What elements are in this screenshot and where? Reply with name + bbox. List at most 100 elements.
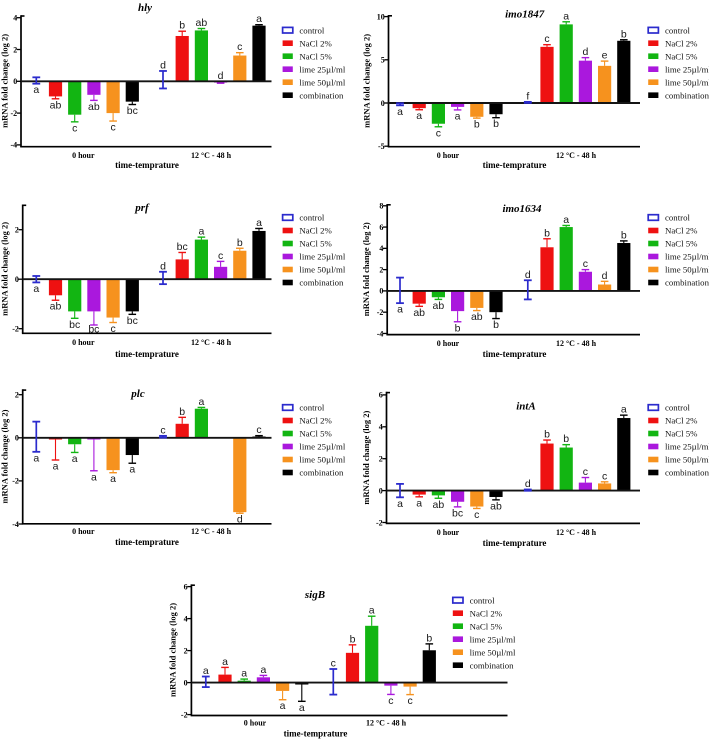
svg-text:c: c	[110, 122, 115, 134]
svg-text:a: a	[241, 668, 247, 680]
svg-text:0: 0	[15, 275, 19, 284]
svg-text:d: d	[602, 270, 608, 282]
svg-text:a: a	[621, 404, 627, 416]
svg-text:lime 25µl/ml: lime 25µl/ml	[470, 634, 516, 644]
svg-text:12 °C - 48 h: 12 °C - 48 h	[191, 151, 232, 160]
svg-text:2: 2	[184, 646, 188, 655]
svg-text:c: c	[218, 250, 223, 262]
svg-text:ab: ab	[433, 300, 445, 312]
svg-text:bc: bc	[88, 323, 99, 335]
svg-text:a: a	[280, 700, 286, 712]
svg-text:0: 0	[184, 678, 188, 687]
svg-text:b: b	[237, 237, 243, 249]
svg-text:a: a	[91, 471, 97, 483]
svg-text:a: a	[397, 106, 403, 118]
svg-text:0: 0	[379, 287, 383, 296]
svg-text:plc: plc	[130, 388, 145, 400]
svg-text:a: a	[110, 473, 116, 485]
svg-text:0 hour: 0 hour	[72, 527, 95, 536]
svg-text:c: c	[602, 470, 607, 482]
svg-text:-4: -4	[12, 520, 19, 529]
svg-text:lime 25µl/ml: lime 25µl/ml	[665, 64, 709, 74]
svg-text:ab: ab	[433, 499, 445, 511]
svg-text:control: control	[299, 213, 324, 223]
svg-text:mRNA fold change (log 2): mRNA fold change (log 2)	[0, 222, 10, 316]
svg-text:12 °C - 48 h: 12 °C - 48 h	[556, 528, 597, 537]
svg-text:12 °C - 48 h: 12 °C - 48 h	[556, 339, 597, 348]
svg-text:b: b	[621, 28, 627, 40]
svg-text:lime 50µl/ml: lime 50µl/ml	[299, 265, 345, 275]
svg-text:0 hour: 0 hour	[72, 151, 95, 160]
svg-text:2: 2	[379, 455, 383, 464]
svg-text:6: 6	[379, 391, 383, 400]
svg-text:NaCl 2%: NaCl 2%	[299, 38, 332, 48]
svg-text:hly: hly	[138, 2, 152, 14]
svg-text:0: 0	[381, 99, 385, 108]
svg-text:combination: combination	[299, 90, 344, 100]
svg-text:b: b	[563, 433, 569, 445]
svg-text:b: b	[544, 227, 550, 239]
svg-text:combination: combination	[470, 660, 515, 670]
svg-text:0 hour: 0 hour	[244, 719, 267, 728]
svg-text:6: 6	[184, 582, 188, 591]
svg-text:time-temprature: time-temprature	[115, 349, 179, 359]
svg-text:0 hour: 0 hour	[437, 528, 460, 537]
svg-text:control: control	[665, 213, 690, 223]
svg-text:f: f	[526, 90, 529, 102]
svg-text:intA: intA	[516, 401, 536, 413]
svg-text:-2: -2	[12, 477, 19, 486]
svg-text:lime 50µl/ml: lime 50µl/ml	[299, 455, 345, 465]
svg-text:a: a	[53, 461, 59, 473]
svg-text:6: 6	[379, 223, 383, 232]
svg-text:2: 2	[15, 226, 19, 235]
svg-text:prf: prf	[134, 202, 150, 214]
svg-text:a: a	[33, 283, 39, 295]
svg-text:c: c	[256, 424, 261, 436]
svg-text:bc: bc	[127, 105, 138, 117]
svg-text:-5: -5	[378, 142, 385, 151]
svg-text:time-temprature: time-temprature	[483, 538, 547, 548]
svg-text:NaCl 2%: NaCl 2%	[299, 416, 332, 426]
svg-text:lime 50µl/ml: lime 50µl/ml	[665, 455, 709, 465]
svg-text:c: c	[583, 258, 588, 270]
svg-text:control: control	[299, 403, 324, 413]
svg-text:b: b	[474, 119, 480, 131]
svg-text:-2: -2	[12, 325, 19, 334]
svg-text:combination: combination	[299, 278, 344, 288]
svg-text:a: a	[198, 396, 204, 408]
svg-text:NaCl 2%: NaCl 2%	[299, 226, 332, 236]
svg-text:c: c	[331, 658, 336, 670]
svg-text:d: d	[582, 46, 588, 58]
svg-text:lime 50µl/ml: lime 50µl/ml	[665, 265, 709, 275]
svg-text:lime 25µl/ml: lime 25µl/ml	[299, 64, 345, 74]
svg-text:c: c	[474, 509, 479, 521]
svg-text:mRNA fold change (log 2): mRNA fold change (log 2)	[0, 34, 10, 128]
svg-text:d: d	[160, 260, 166, 272]
svg-text:lime 50µl/ml: lime 50µl/ml	[665, 77, 709, 87]
svg-text:-4: -4	[377, 329, 384, 338]
svg-text:0: 0	[15, 434, 19, 443]
svg-text:-2: -2	[11, 109, 18, 118]
svg-text:c: c	[110, 323, 115, 335]
svg-text:c: c	[407, 695, 412, 707]
svg-text:c: c	[388, 695, 393, 707]
svg-text:NaCl 2%: NaCl 2%	[665, 416, 698, 426]
svg-text:a: a	[72, 453, 78, 465]
svg-text:d: d	[237, 514, 243, 526]
svg-text:a: a	[203, 665, 209, 677]
svg-text:-2: -2	[181, 710, 188, 719]
svg-text:c: c	[237, 41, 242, 53]
svg-text:mRNA fold change (log 2): mRNA fold change (log 2)	[362, 34, 372, 128]
svg-text:a: a	[33, 452, 39, 464]
svg-text:d: d	[160, 59, 166, 71]
svg-text:sigB: sigB	[304, 589, 325, 601]
svg-text:NaCl 5%: NaCl 5%	[665, 51, 698, 61]
svg-text:NaCl 5%: NaCl 5%	[470, 621, 503, 631]
svg-text:b: b	[350, 633, 356, 645]
svg-text:NaCl 2%: NaCl 2%	[665, 226, 698, 236]
svg-text:a: a	[222, 656, 228, 668]
svg-text:c: c	[544, 33, 549, 45]
svg-text:NaCl 5%: NaCl 5%	[665, 239, 698, 249]
svg-text:12 °C - 48 h: 12 °C - 48 h	[191, 338, 232, 347]
svg-text:a: a	[416, 110, 422, 122]
